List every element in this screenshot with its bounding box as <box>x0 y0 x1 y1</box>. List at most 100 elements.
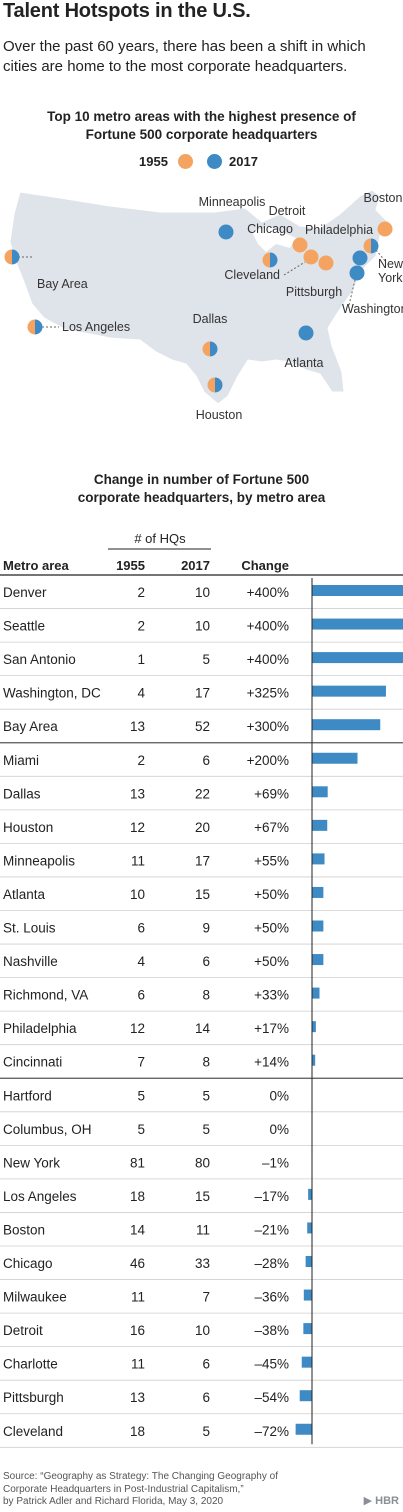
source-line2: Corporate Headquarters in Post-Industria… <box>3 1483 244 1495</box>
cell-2017: 15 <box>195 1189 210 1204</box>
city-label-part: York <box>378 271 403 285</box>
cell-change: +33% <box>254 988 289 1003</box>
table-row: St. Louis 6 9 +50% <box>0 920 403 945</box>
change-bar <box>312 652 403 664</box>
table-row: Hartford 5 5 0% <box>0 1088 403 1113</box>
cell-1955: 14 <box>130 1222 146 1237</box>
dot-1955-chicago <box>262 252 270 268</box>
cell-metro: Seattle <box>3 619 45 634</box>
change-bar <box>312 585 403 596</box>
legend-swatch-2017 <box>207 154 222 169</box>
city-label-part: New <box>378 257 403 271</box>
cell-2017: 6 <box>202 753 210 768</box>
cell-1955: 81 <box>130 1155 145 1170</box>
city-label-chicago: Chicago <box>247 222 293 236</box>
leader-line-new-york <box>375 249 387 263</box>
table-row: Richmond, VA 6 8 +33% <box>0 987 403 1012</box>
table-row: Bay Area 13 52 +300% <box>0 719 403 744</box>
legend-label-1955: 1955 <box>139 154 168 169</box>
dot-1955-detroit <box>292 237 308 253</box>
cell-change: –72% <box>254 1424 289 1439</box>
table-row: Chicago 46 33 –28% <box>0 1256 403 1280</box>
cell-metro: Columbus, OH <box>3 1122 92 1137</box>
hbr-logo-text: HBR <box>375 1495 399 1507</box>
dot-1955-pittsburgh <box>318 255 334 271</box>
cell-metro: San Antonio <box>3 652 76 667</box>
cell-change: +55% <box>254 853 289 868</box>
city-label-los-angeles: Los Angeles <box>62 320 130 334</box>
dot-2017-chicago <box>270 252 278 268</box>
cell-change: 0% <box>269 1122 289 1137</box>
cell-2017: 5 <box>202 1424 210 1439</box>
cell-2017: 33 <box>195 1256 210 1271</box>
legend-label-2017: 2017 <box>229 154 258 169</box>
cell-change: +400% <box>247 619 289 634</box>
cell-2017: 6 <box>202 1357 210 1372</box>
dot-1955-cleveland <box>303 249 319 265</box>
change-bar <box>312 819 328 831</box>
cell-change: +14% <box>254 1055 289 1070</box>
table-row: Milwaukee 11 7 –36% <box>0 1289 403 1314</box>
table-row: Los Angeles 18 15 –17% <box>0 1188 403 1213</box>
cell-metro: Houston <box>3 820 53 835</box>
change-bar <box>312 618 403 630</box>
table-row: Philadelphia 12 14 +17% <box>0 1021 403 1046</box>
cell-1955: 2 <box>137 619 145 634</box>
column-header-0: Metro area <box>3 558 70 573</box>
table-row: Pittsburgh 13 6 –54% <box>0 1390 403 1415</box>
cell-metro: Philadelphia <box>3 1021 77 1036</box>
change-bar <box>308 1188 312 1200</box>
table-row: Denver 2 10 +400% <box>0 585 403 609</box>
cell-metro: Minneapolis <box>3 853 75 868</box>
column-header-2: 2017 <box>181 558 210 573</box>
cell-metro: Denver <box>3 585 47 600</box>
cell-1955: 11 <box>131 1357 145 1372</box>
legend-swatch-1955 <box>178 154 193 169</box>
change-bar <box>303 1289 312 1301</box>
dot-2017-bay-area <box>12 249 20 265</box>
cell-1955: 13 <box>130 1390 145 1405</box>
cell-2017: 11 <box>196 1222 210 1237</box>
cell-1955: 6 <box>137 921 145 936</box>
cell-metro: St. Louis <box>3 921 56 936</box>
dot-2017-houston <box>215 377 223 393</box>
cell-metro: Hartford <box>3 1088 52 1103</box>
city-label-bay-area: Bay Area <box>37 277 88 291</box>
city-label-cleveland: Cleveland <box>224 268 280 282</box>
cell-metro: Cleveland <box>3 1424 63 1439</box>
cell-change: –1% <box>262 1155 289 1170</box>
cell-change: +50% <box>254 954 289 969</box>
city-label-dallas: Dallas <box>193 312 228 326</box>
table-row: Minneapolis 11 17 +55% <box>0 853 403 878</box>
table-row: Columbus, OH 5 5 0% <box>0 1122 403 1146</box>
cell-1955: 10 <box>130 887 145 902</box>
table-row: Boston 14 11 –21% <box>0 1222 403 1247</box>
city-label-boston: Boston <box>364 191 403 205</box>
cell-2017: 80 <box>195 1155 210 1170</box>
dot-1955-dallas <box>202 341 210 357</box>
cell-1955: 12 <box>130 1021 145 1036</box>
dot-2017-minneapolis <box>218 224 234 240</box>
city-label-philadelphia: Philadelphia <box>305 223 373 237</box>
cell-1955: 12 <box>130 820 145 835</box>
cell-2017: 20 <box>195 820 210 835</box>
cell-metro: Pittsburgh <box>3 1390 64 1405</box>
cell-1955: 13 <box>130 786 145 801</box>
great-lakes <box>252 226 296 252</box>
cell-2017: 17 <box>195 686 210 701</box>
cell-2017: 5 <box>202 652 210 667</box>
cell-2017: 10 <box>195 1323 210 1338</box>
cell-change: –28% <box>254 1256 289 1271</box>
cell-1955: 2 <box>137 585 145 600</box>
cell-change: +300% <box>247 719 289 734</box>
cell-metro: Nashville <box>3 954 58 969</box>
change-bar <box>312 1021 316 1033</box>
city-label-new-york: New York <box>378 257 403 285</box>
cell-change: –54% <box>254 1390 289 1405</box>
dot-2017-atlanta <box>298 325 314 341</box>
table-row: San Antonio 1 5 +400% <box>0 652 403 677</box>
city-label-detroit: Detroit <box>269 204 306 218</box>
change-bar <box>312 1054 316 1066</box>
cell-change: 0% <box>269 1088 289 1103</box>
city-label-atlanta: Atlanta <box>285 356 324 370</box>
